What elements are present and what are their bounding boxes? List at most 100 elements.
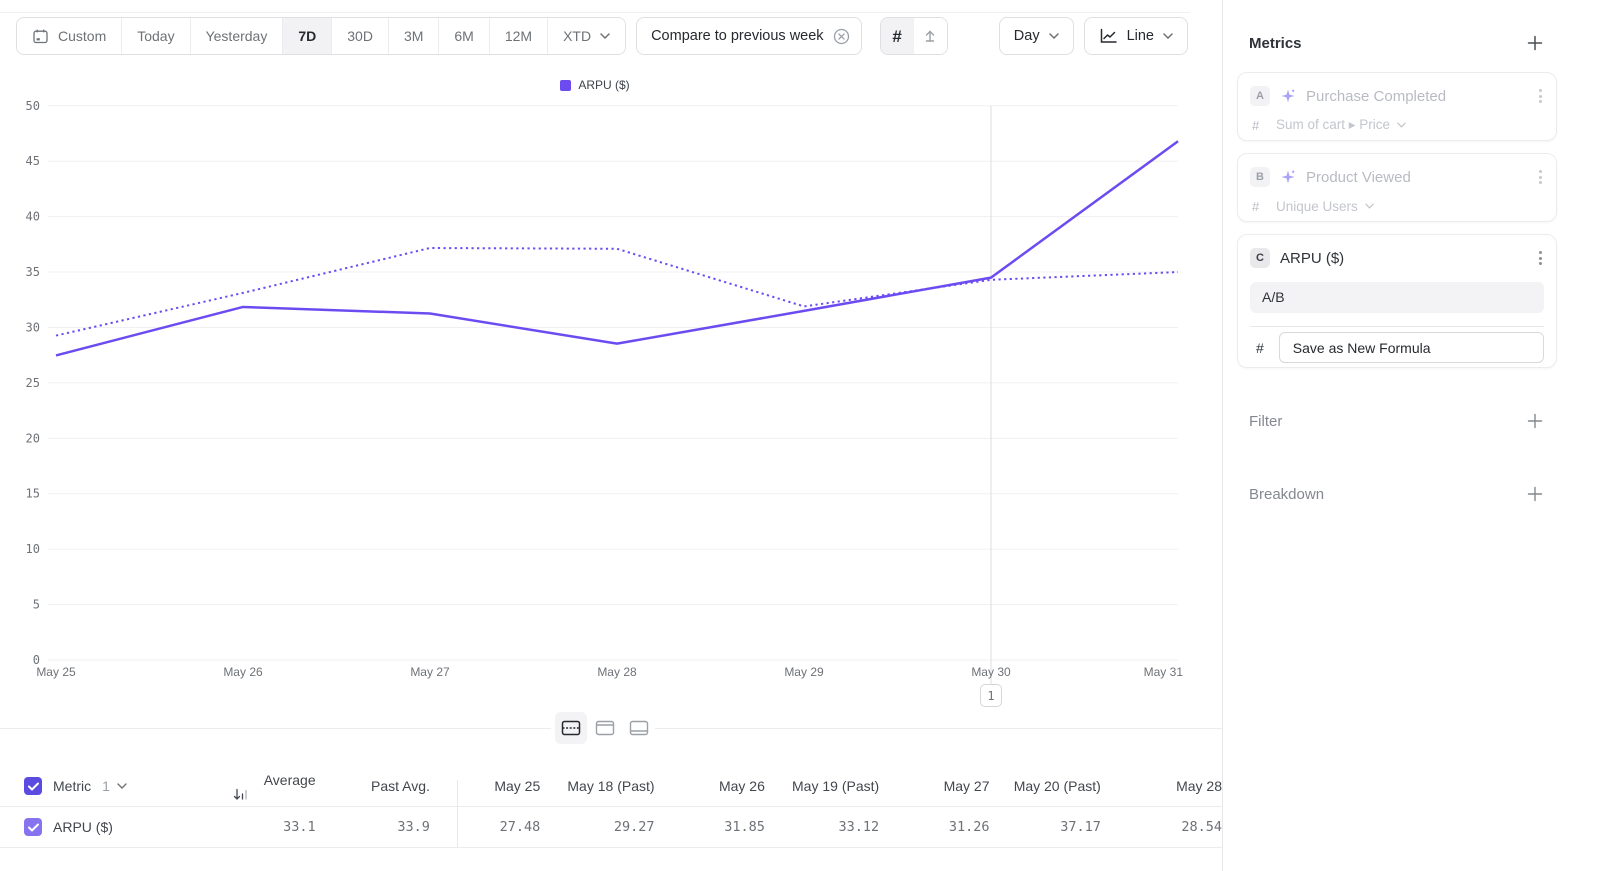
metrics-section-header: Metrics — [1249, 33, 1545, 53]
legend-swatch — [560, 79, 572, 91]
chart-workspace: Custom Today Yesterday 7D 30D 3M 6M 12M XTD Comp… — [0, 12, 1222, 848]
column-header-7: May 20 (Past) — [1013, 778, 1101, 794]
range-button-6m[interactable]: 6M — [439, 18, 490, 54]
cell-value-1: 33.9 — [397, 819, 430, 835]
chart-type-select[interactable]: Line — [1083, 17, 1188, 55]
chart-mode-toggle: # — [879, 17, 948, 55]
metric-card-c[interactable]: C ARPU ($) A/B # Save as New Formula — [1237, 234, 1557, 368]
sort-icon — [233, 788, 247, 800]
range-button-yesterday[interactable]: Yesterday — [190, 18, 284, 54]
metric-card-b[interactable]: B Product Viewed # Unique Users — [1237, 153, 1557, 222]
metric-card-a[interactable]: A Purchase Completed # Sum of cart ▸ Pri… — [1237, 72, 1557, 141]
add-filter-button[interactable] — [1525, 411, 1545, 431]
legend-label: ARPU ($) — [578, 78, 630, 92]
cell-value-2: 27.48 — [499, 819, 541, 835]
chart-type-label: Line — [1126, 28, 1154, 44]
x-tick-label: May 25 — [36, 665, 76, 679]
range-button-custom[interactable]: Custom — [17, 18, 123, 54]
select-all-checkbox[interactable] — [24, 777, 42, 795]
divider — [652, 728, 1222, 729]
breakdown-section-header: Breakdown — [1249, 484, 1545, 504]
metric-name: ARPU ($) — [1280, 249, 1345, 267]
measure-dropdown[interactable]: Sum of cart ▸ Price — [1276, 117, 1406, 133]
granularity-label: Day — [1013, 28, 1040, 44]
metric-menu-icon[interactable] — [1535, 247, 1546, 269]
cell-value-3: 29.27 — [613, 819, 655, 835]
y-tick-label: 15 — [26, 487, 40, 501]
measure-type-icon: # — [1256, 339, 1264, 356]
range-button-12m[interactable]: 12M — [489, 18, 549, 54]
layout-split-icon — [561, 720, 581, 736]
range-button-xtd[interactable]: XTD — [548, 18, 626, 54]
top-divider — [0, 12, 1190, 13]
y-tick-label: 25 — [26, 376, 40, 390]
annotation-badge[interactable]: 1 — [980, 684, 1002, 707]
metric-menu-icon[interactable] — [1535, 85, 1546, 107]
range-button-today[interactable]: Today — [122, 18, 191, 54]
annotation-arrow-icon — [922, 28, 938, 44]
column-header-1: Past Avg. — [371, 778, 430, 794]
measure-type-icon: # — [1252, 198, 1260, 214]
hash-icon: # — [892, 26, 902, 46]
cell-value-8: 28.54 — [1181, 819, 1222, 835]
grid-mode-button[interactable]: # — [880, 18, 914, 54]
metric-badge: B — [1250, 167, 1270, 187]
column-header-0[interactable]: Average — [227, 772, 316, 801]
chevron-down-icon — [1397, 122, 1406, 128]
row-metric-label: ARPU ($) — [53, 819, 113, 835]
y-tick-label: 10 — [26, 542, 40, 556]
series-dotted — [55, 247, 1179, 337]
filter-title: Filter — [1249, 412, 1283, 430]
chevron-down-icon — [117, 783, 127, 789]
divider — [0, 728, 551, 729]
metric-menu-icon[interactable] — [1535, 166, 1546, 188]
granularity-select[interactable]: Day — [998, 17, 1074, 55]
range-button-3m[interactable]: 3M — [388, 18, 440, 54]
y-tick-label: 5 — [33, 598, 40, 612]
series-solid — [55, 140, 1179, 357]
panel-layout-toggle — [555, 712, 655, 744]
metric-dropdown[interactable]: Metric 1 — [53, 778, 127, 794]
metric-badge: A — [1250, 86, 1270, 106]
line-chart: 0 5 10 15 20 25 30 35 40 45 50 May 25 May 26 May 27 Ma… — [26, 99, 1183, 684]
metric-name: Purchase Completed — [1306, 87, 1447, 105]
layout-top-icon — [595, 720, 615, 736]
metric-count: 1 — [102, 778, 110, 794]
cell-value-5: 33.12 — [838, 819, 880, 835]
layout-split-button[interactable] — [555, 712, 587, 744]
breakdown-table: Metric 1 Average Past Avg. May 25 May 18 (Pa… — [0, 766, 1222, 848]
column-header-5: May 19 (Past) — [792, 778, 880, 794]
line-chart-icon — [1100, 28, 1117, 43]
calendar-icon — [33, 29, 48, 43]
measure-type-icon: # — [1252, 117, 1260, 133]
layout-top-button[interactable] — [589, 712, 621, 744]
cell-value-7: 37.17 — [1060, 819, 1101, 835]
add-metric-button[interactable] — [1525, 33, 1545, 53]
remove-compare-icon[interactable] — [833, 28, 850, 45]
add-breakdown-button[interactable] — [1525, 484, 1545, 504]
formula-input[interactable]: A/B — [1250, 282, 1544, 313]
compare-chip-label: Compare to previous week — [651, 28, 824, 44]
cell-value-0: 33.1 — [283, 819, 316, 835]
chevron-down-icon — [1365, 203, 1374, 209]
row-checkbox[interactable] — [24, 818, 42, 836]
metric-badge: C — [1250, 248, 1270, 268]
compare-chip[interactable]: Compare to previous week — [636, 17, 862, 55]
metric-header-label: Metric — [53, 778, 92, 794]
layout-bottom-button[interactable] — [623, 712, 655, 744]
plus-icon — [1527, 486, 1543, 502]
query-sidebar: Metrics A Purchase Completed # Sum of ca… — [1222, 0, 1600, 871]
table-row: ARPU ($) 33.1 33.9 27.48 29.27 31.85 33.12 31.… — [0, 806, 1222, 848]
x-tick-label: May 29 — [784, 665, 824, 679]
column-header-3: May 18 (Past) — [567, 778, 655, 794]
annotation-mode-button[interactable] — [913, 18, 947, 54]
check-icon — [27, 823, 39, 831]
measure-dropdown[interactable]: Unique Users — [1276, 199, 1374, 214]
range-button-30d[interactable]: 30D — [332, 18, 389, 54]
x-tick-label: May 28 — [597, 665, 637, 679]
save-as-new-formula-button[interactable]: Save as New Formula — [1278, 332, 1544, 363]
metrics-title: Metrics — [1249, 34, 1302, 52]
range-button-7d[interactable]: 7D — [283, 18, 333, 54]
breakdown-title: Breakdown — [1249, 485, 1325, 503]
y-tick-label: 0 — [33, 653, 40, 667]
